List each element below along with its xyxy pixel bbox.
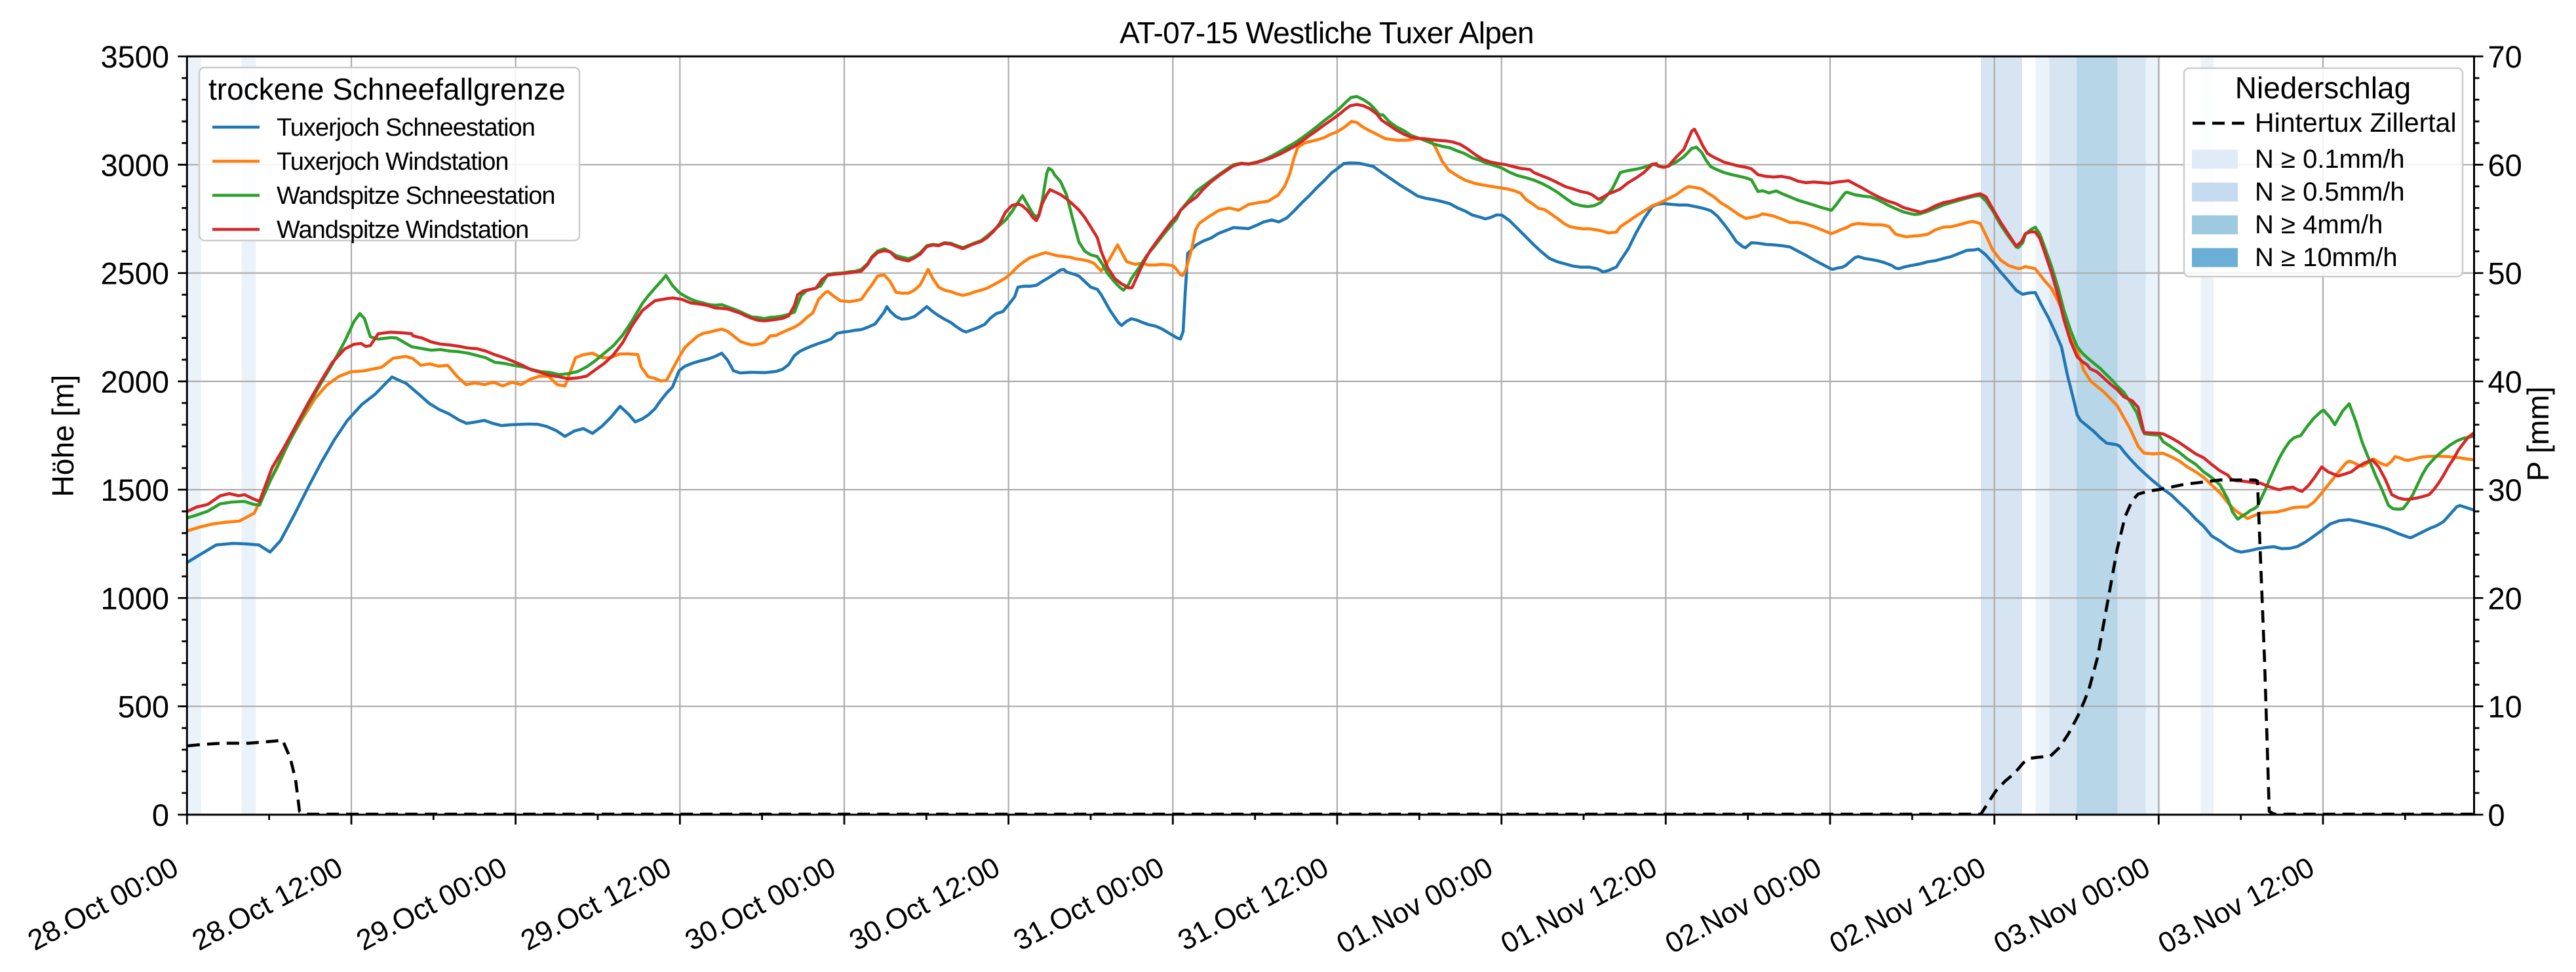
svg-text:3000: 3000 [100,147,169,182]
svg-text:Niederschlag: Niederschlag [2235,71,2411,105]
svg-text:0: 0 [152,798,169,832]
svg-text:N ≥ 10mm/h: N ≥ 10mm/h [2255,243,2398,272]
svg-text:P [mm]: P [mm] [2521,387,2555,482]
svg-text:30: 30 [2488,473,2522,507]
svg-text:500: 500 [118,690,169,724]
svg-text:N ≥ 0.1mm/h: N ≥ 0.1mm/h [2255,145,2405,174]
svg-text:2500: 2500 [100,256,169,291]
svg-text:20: 20 [2488,581,2522,615]
svg-text:N ≥ 4mm/h: N ≥ 4mm/h [2255,210,2383,239]
svg-text:Tuxerjoch Schneestation: Tuxerjoch Schneestation [277,114,535,142]
svg-text:40: 40 [2488,364,2522,399]
svg-text:Tuxerjoch Windstation: Tuxerjoch Windstation [277,148,509,176]
svg-text:trockene Schneefallgrenze: trockene Schneefallgrenze [208,72,566,106]
svg-text:10: 10 [2488,690,2522,724]
svg-text:Wandspitze Windstation: Wandspitze Windstation [277,216,528,244]
svg-text:2000: 2000 [100,364,169,399]
svg-text:70: 70 [2488,39,2522,74]
svg-text:50: 50 [2488,256,2522,291]
svg-text:Wandspitze Schneestation: Wandspitze Schneestation [277,182,555,210]
svg-text:60: 60 [2488,147,2522,182]
svg-text:AT-07-15 Westliche Tuxer Alpen: AT-07-15 Westliche Tuxer Alpen [1120,16,1534,50]
svg-text:1000: 1000 [100,581,169,615]
svg-text:N ≥ 0.5mm/h: N ≥ 0.5mm/h [2255,178,2405,206]
svg-text:1500: 1500 [100,473,169,507]
svg-text:Hintertux Zillertal: Hintertux Zillertal [2255,107,2457,138]
svg-text:Höhe [m]: Höhe [m] [46,375,80,497]
svg-text:0: 0 [2488,798,2505,832]
svg-text:3500: 3500 [100,39,169,74]
